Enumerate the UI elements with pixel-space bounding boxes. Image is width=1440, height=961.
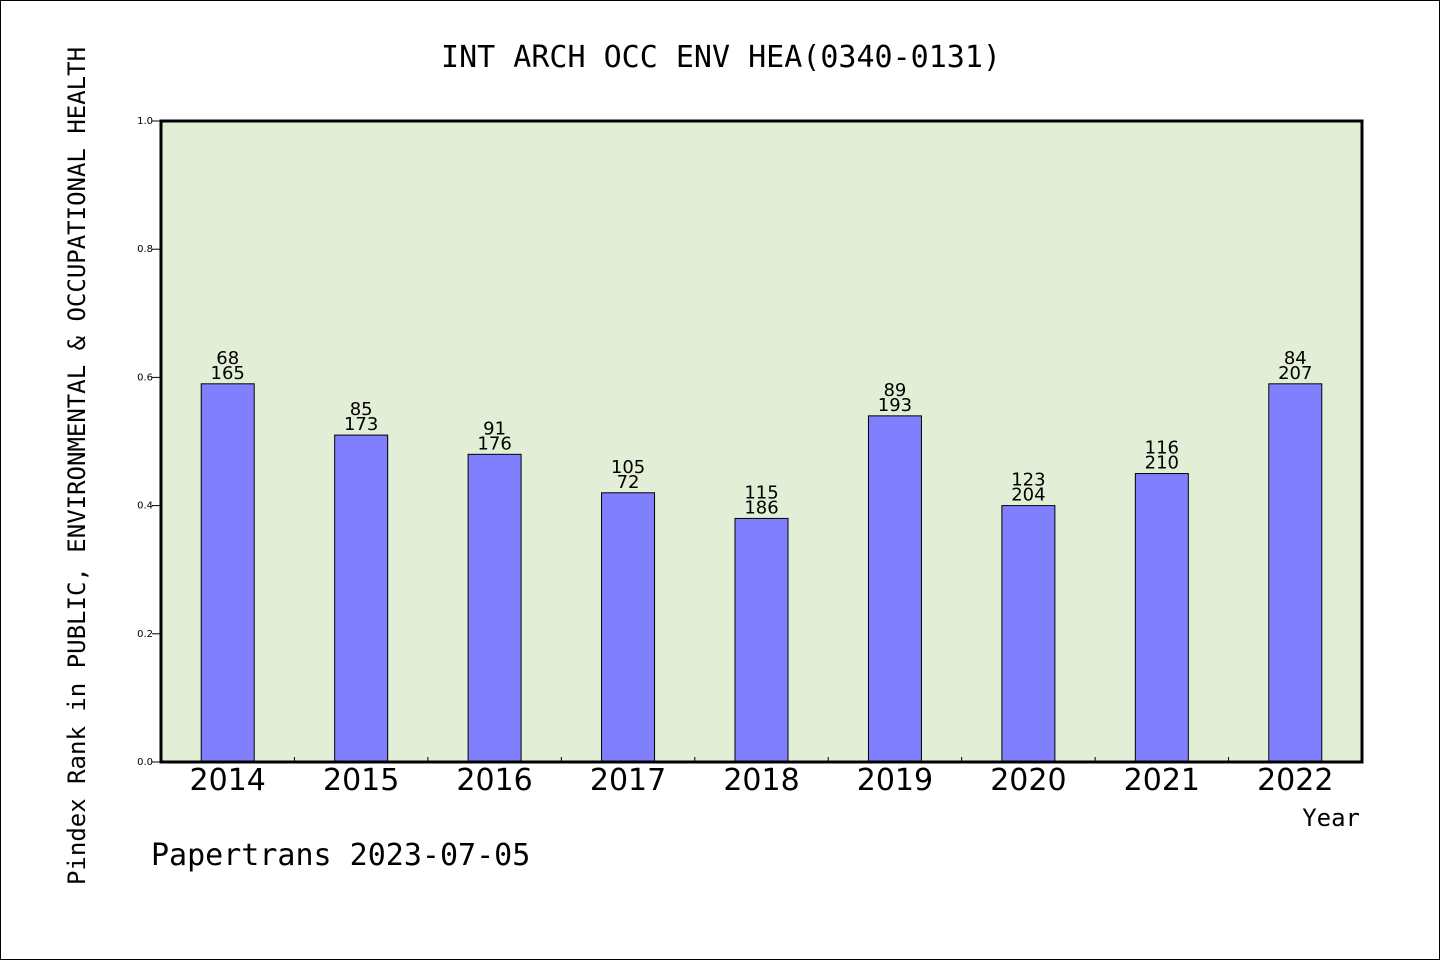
data-label-bottom: 210 bbox=[1145, 453, 1179, 474]
bar-2014 bbox=[200, 383, 255, 763]
y-axis-label: Pindex Rank in PUBLIC, ENVIRONMENTAL & O… bbox=[63, 47, 91, 885]
bar-2020 bbox=[1001, 505, 1056, 763]
y-tick-label: 0.4 bbox=[137, 501, 153, 512]
bar-2016 bbox=[467, 453, 522, 763]
data-label-top: 116 bbox=[1145, 438, 1179, 459]
data-label-top: 84 bbox=[1284, 348, 1307, 369]
data-label-bottom: 207 bbox=[1278, 363, 1312, 384]
x-axis-label: Year bbox=[1302, 804, 1360, 832]
footer-credit: Papertrans 2023-07-05 bbox=[151, 838, 530, 873]
data-label-top: 115 bbox=[744, 482, 778, 503]
data-label-bottom: 193 bbox=[878, 395, 912, 416]
data-label-bottom: 165 bbox=[211, 363, 245, 384]
data-label-top: 68 bbox=[216, 348, 239, 369]
chart-title: INT ARCH OCC ENV HEA(0340-0131) bbox=[441, 40, 1001, 75]
x-tick-label: 2016 bbox=[456, 763, 532, 798]
x-tick-label: 2015 bbox=[323, 763, 399, 798]
bar-2022 bbox=[1268, 383, 1323, 763]
data-label-top: 85 bbox=[350, 399, 373, 420]
bar-2021 bbox=[1134, 473, 1189, 763]
data-label-top: 123 bbox=[1011, 470, 1045, 491]
x-tick-label: 2022 bbox=[1257, 763, 1333, 798]
data-label-bottom: 173 bbox=[344, 414, 378, 435]
y-tick-label: 1.0 bbox=[137, 116, 153, 127]
x-tick-label: 2021 bbox=[1124, 763, 1200, 798]
x-tick-label: 2020 bbox=[990, 763, 1066, 798]
bar-2018 bbox=[734, 517, 789, 763]
x-tick-label: 2014 bbox=[190, 763, 266, 798]
y-tick-label: 0.2 bbox=[137, 629, 153, 640]
data-label-bottom: 186 bbox=[744, 497, 778, 518]
y-tick-label: 0.0 bbox=[137, 757, 153, 768]
x-tick-label: 2017 bbox=[590, 763, 666, 798]
bar-2017 bbox=[601, 492, 656, 763]
data-label-bottom: 176 bbox=[477, 433, 511, 454]
bar-2019 bbox=[867, 415, 922, 763]
data-label-top: 105 bbox=[611, 457, 645, 478]
plot-border bbox=[159, 119, 1364, 764]
data-label-bottom: 72 bbox=[617, 472, 640, 493]
bars-group bbox=[200, 383, 1323, 763]
bar-2015 bbox=[334, 434, 389, 763]
x-tick-labels: 2014 2015 2016 2017 2018 2019 2020 2021 2022 bbox=[190, 757, 1333, 798]
y-tick-label: 0.8 bbox=[137, 244, 153, 255]
y-tick-label: 0.6 bbox=[137, 372, 153, 383]
y-tick-labels: 0.0 0.2 0.4 0.6 0.8 1.0 bbox=[137, 116, 161, 768]
x-tick-label: 2019 bbox=[857, 763, 933, 798]
data-label-top: 89 bbox=[883, 380, 906, 401]
data-label-bottom: 204 bbox=[1011, 485, 1045, 506]
x-tick-label: 2018 bbox=[723, 763, 799, 798]
data-label-top: 91 bbox=[483, 418, 506, 439]
